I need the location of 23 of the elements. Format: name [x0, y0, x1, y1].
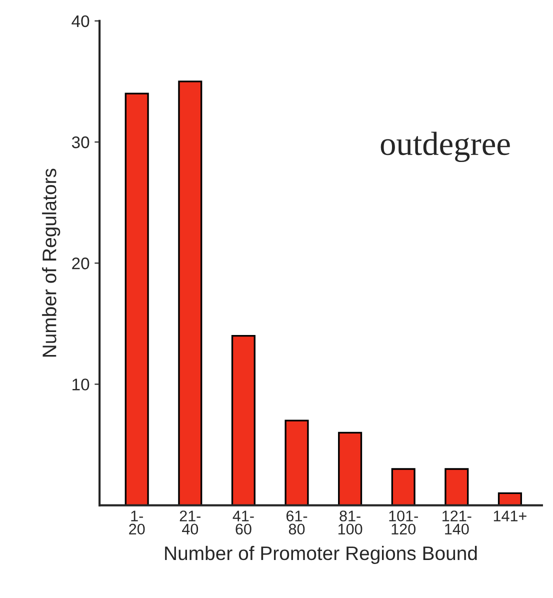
bar: [338, 432, 362, 506]
y-tick-label: 20: [72, 258, 90, 270]
bar: [498, 492, 522, 506]
bar: [124, 92, 149, 506]
x-tick-label: 121- 140: [442, 510, 472, 535]
y-tick-label: 30: [72, 136, 90, 148]
bar: [284, 420, 309, 506]
x-tick-label: 101- 120: [389, 510, 418, 535]
x-tick-label: 41- 60: [232, 510, 254, 535]
y-tick-label: 10: [72, 378, 90, 390]
bar: [444, 468, 469, 506]
bar: [391, 468, 416, 506]
y-tick-label: 40: [72, 15, 90, 28]
x-tick-label: 21- 40: [180, 510, 201, 535]
x-tick-label: 61- 80: [286, 510, 308, 535]
x-tick-label: 81- 100: [338, 510, 362, 535]
x-axis-title: Number of Promoter Regions Bound: [165, 546, 477, 564]
x-tick-label: 1- 20: [129, 510, 145, 535]
bar: [231, 334, 256, 506]
x-tick-label: 141+: [494, 510, 526, 522]
annotation: outdegree: [380, 132, 510, 162]
bar: [178, 80, 202, 506]
y-axis-title: Number of Regulators: [42, 168, 60, 357]
